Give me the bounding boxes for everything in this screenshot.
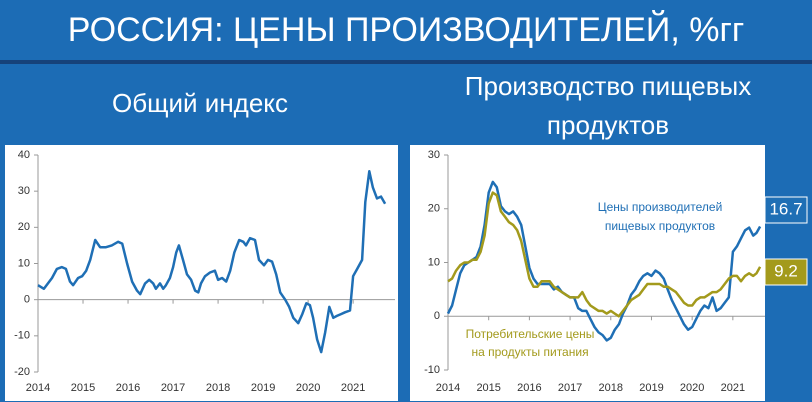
value-box [764, 196, 808, 224]
y-tick-label: 0 [24, 294, 30, 306]
y-tick-label: 30 [428, 149, 440, 161]
series-line [447, 191, 762, 318]
x-tick-label: 2021 [341, 382, 365, 394]
annotation: Цены производителей [598, 200, 723, 214]
x-tick-label: 2019 [251, 382, 275, 394]
value-label: 16.7 [769, 199, 802, 218]
x-tick-label: 2015 [71, 382, 95, 394]
chart-title: Производство пищевых [465, 71, 751, 101]
series-line [446, 180, 762, 342]
value-box [764, 258, 808, 286]
y-tick-label: 20 [18, 221, 30, 233]
x-tick-label: 2015 [476, 382, 500, 394]
x-tick-label: 2017 [161, 382, 185, 394]
y-tick-label: 10 [18, 257, 30, 269]
y-tick-label: -10 [14, 330, 30, 342]
x-tick-label: 2014 [436, 382, 460, 394]
y-tick-label: 10 [428, 256, 440, 268]
x-tick-label: 2016 [517, 382, 541, 394]
value-label: 9.2 [774, 261, 798, 280]
x-tick-label: 2021 [721, 382, 745, 394]
x-tick-label: 2016 [116, 382, 140, 394]
chart-panel [410, 145, 765, 401]
x-tick-label: 2020 [680, 382, 704, 394]
y-tick-label: -10 [424, 364, 440, 376]
x-tick-label: 2019 [639, 382, 663, 394]
x-tick-label: 2020 [296, 382, 320, 394]
title-divider [0, 60, 812, 64]
chart-title: Общий индекс [112, 88, 288, 118]
y-tick-label: 40 [18, 149, 30, 161]
x-tick-label: 2018 [599, 382, 623, 394]
x-tick-label: 2017 [558, 382, 582, 394]
annotation: на продукты питания [471, 345, 588, 359]
chart-panel [5, 145, 398, 401]
series-line [37, 170, 387, 354]
y-tick-label: 30 [18, 185, 30, 197]
annotation: Потребительские цены [466, 327, 595, 341]
y-tick-label: -20 [14, 366, 30, 378]
y-tick-label: 20 [428, 203, 440, 215]
x-tick-label: 2018 [206, 382, 230, 394]
chart-title: продуктов [547, 110, 669, 140]
annotation: пищевых продуктов [605, 219, 715, 233]
x-tick-label: 2014 [26, 382, 50, 394]
y-tick-label: 0 [434, 310, 440, 322]
page-title: РОССИЯ: ЦЕНЫ ПРОИЗВОДИТЕЛЕЙ, %гг [68, 11, 745, 49]
